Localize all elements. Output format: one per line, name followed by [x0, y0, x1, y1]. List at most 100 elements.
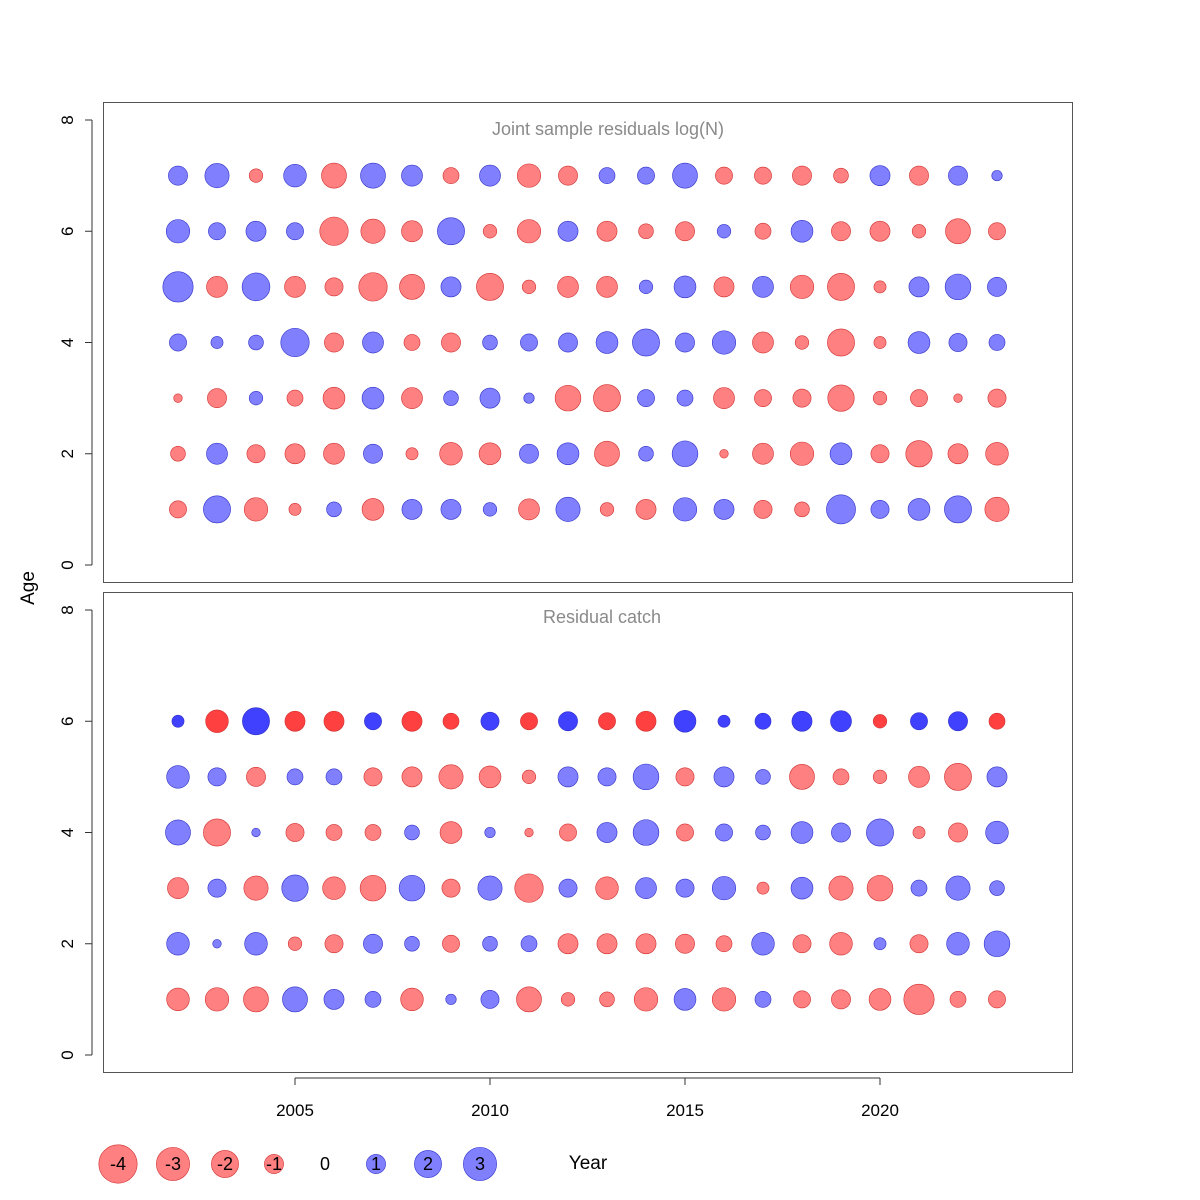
residual-bubble — [671, 440, 699, 467]
residual-bubble — [753, 499, 773, 519]
residual-bubble — [831, 221, 851, 242]
residual-bubble — [162, 271, 194, 303]
residual-bubble — [400, 987, 424, 1012]
residual-bubble — [673, 275, 697, 299]
residual-bubble — [599, 991, 615, 1008]
residual-bubble — [286, 222, 304, 241]
residual-bubble — [358, 272, 388, 302]
residual-bubble — [440, 276, 462, 298]
residual-bubble — [948, 333, 968, 352]
residual-bubble — [482, 502, 498, 517]
residual-bubble — [908, 766, 930, 788]
residual-bubble — [754, 166, 772, 185]
residual-bubble — [945, 218, 971, 245]
residual-bubble — [755, 824, 771, 841]
residual-bubble — [911, 224, 927, 239]
residual-bubble — [991, 170, 1003, 182]
residual-bubble — [404, 824, 420, 841]
residual-bubble — [792, 388, 812, 408]
residual-bubble — [206, 442, 228, 465]
panel-2-bubbles — [165, 707, 1011, 1015]
residual-bubble — [319, 216, 349, 246]
residual-bubble — [595, 876, 619, 900]
residual-bubble — [284, 443, 306, 465]
residual-bubble — [559, 823, 577, 842]
residual-bubble — [322, 876, 346, 900]
y-tick-label: 8 — [58, 115, 77, 124]
residual-bubble — [717, 714, 731, 728]
residual-bubble — [322, 386, 346, 410]
legend-bubble — [98, 1144, 138, 1184]
residual-bubble — [792, 165, 812, 186]
residual-bubble — [713, 499, 735, 520]
residual-bubble — [598, 167, 616, 184]
residual-bubble — [359, 874, 387, 902]
panel-1-bubbles — [162, 162, 1010, 525]
residual-bubble — [520, 333, 538, 352]
residual-bubble — [985, 442, 1009, 466]
residual-bubble — [401, 387, 423, 409]
residual-bubble — [251, 827, 261, 838]
residual-bubble — [401, 499, 423, 520]
residual-bubble — [284, 710, 306, 732]
legend-label: 1 — [371, 1154, 381, 1174]
residual-bubble — [752, 276, 774, 298]
residual-bubble — [558, 165, 578, 186]
residual-bubble — [754, 389, 772, 408]
residual-bubble — [560, 992, 576, 1007]
residual-bubble — [907, 331, 931, 354]
residual-bubble — [169, 500, 187, 519]
residual-bubble — [987, 388, 1007, 408]
residual-bubble — [866, 818, 894, 847]
residual-bubble — [521, 279, 537, 294]
residual-bubble — [476, 272, 504, 301]
residual-bubble — [364, 824, 382, 841]
residual-bubble — [480, 711, 500, 731]
residual-bubble — [280, 327, 310, 358]
residual-bubble — [676, 823, 694, 842]
legend-bubble — [414, 1150, 442, 1178]
residual-bubble — [988, 334, 1006, 351]
residual-bubble — [405, 447, 419, 461]
residual-bubble — [441, 332, 461, 353]
residual-bubble — [165, 219, 191, 244]
residual-bubble — [946, 932, 970, 956]
residual-bubble — [830, 710, 852, 733]
residual-bubble — [988, 990, 1006, 1009]
residual-bubble — [870, 444, 890, 464]
residual-bubble — [326, 501, 342, 518]
residual-bubble — [872, 391, 888, 406]
legend-label: -2 — [217, 1154, 233, 1174]
residual-bubble — [715, 823, 733, 842]
residual-bubble — [439, 442, 463, 466]
residual-bubble — [719, 449, 729, 459]
residual-bubble — [827, 272, 855, 301]
residual-bubble — [482, 936, 498, 952]
residual-bubble — [248, 391, 264, 406]
residual-bubble — [598, 712, 616, 731]
y-tick-label: 4 — [58, 338, 77, 347]
residual-bubble — [173, 393, 183, 403]
residual-bubble — [166, 932, 190, 956]
residual-bubble — [323, 442, 345, 465]
legend-bubble — [156, 1147, 190, 1181]
residual-bubble — [401, 220, 423, 243]
residual-bubble — [632, 328, 660, 357]
residual-bubble — [207, 388, 227, 409]
residual-bubble — [754, 712, 772, 730]
residual-bubble — [672, 497, 698, 522]
residual-bubble — [203, 818, 231, 847]
residual-bubble — [243, 875, 269, 901]
residual-bubble — [676, 389, 694, 407]
residual-bubble — [363, 767, 383, 787]
y-tick-label: 0 — [58, 560, 77, 569]
residual-bubble — [870, 499, 890, 519]
residual-bubble — [983, 930, 1011, 957]
residual-bubble — [324, 332, 344, 353]
residual-bubble — [827, 384, 855, 412]
x-axis-title: Year — [569, 1153, 608, 1174]
residual-bubble — [516, 163, 542, 188]
residual-bubble — [437, 217, 465, 246]
residual-bubble — [555, 496, 581, 522]
